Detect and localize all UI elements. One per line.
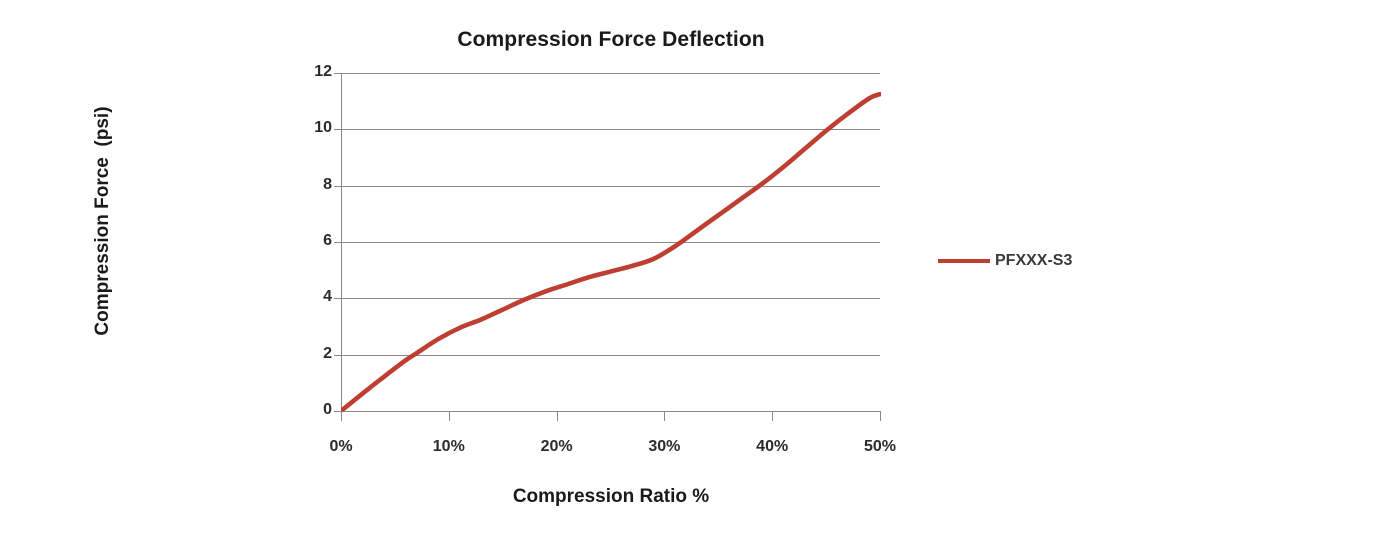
y-axis-title: Compression Force (psi) — [92, 106, 113, 336]
y-tick-mark-0 — [334, 411, 341, 412]
y-tick-mark-10 — [334, 129, 341, 131]
y-tick-label-8: 8 — [323, 175, 332, 193]
y-tick-mark-2 — [334, 354, 341, 356]
x-tick-mark-10% — [448, 411, 450, 421]
y-axis-line — [341, 73, 342, 412]
x-tick-mark-30% — [664, 411, 666, 421]
y-axis-tick-labels: 0 2 4 6 8 10 12 — [292, 63, 332, 418]
gridline-y-6 — [341, 242, 880, 243]
gridline-y-10 — [341, 129, 880, 131]
x-axis-tick-labels: 0% 10% 20% 30% 40% 50% — [329, 438, 896, 462]
x-tick-label-50%: 50% — [863, 438, 897, 455]
x-tick-label-10%: 10% — [432, 438, 465, 455]
x-tick-mark-20% — [556, 411, 558, 421]
chart-legend: PFXXX-S3 — [938, 252, 1072, 270]
y-tick-label-0: 0 — [323, 401, 332, 418]
legend-swatch-pfxxx-s3 — [938, 259, 990, 263]
gridline-y-4 — [341, 298, 880, 300]
y-tick-mark-4 — [334, 298, 341, 300]
x-tick-label-20%: 20% — [540, 438, 573, 455]
gridline-y-2 — [341, 354, 880, 356]
y-tick-label-10: 10 — [314, 119, 332, 137]
x-tick-label-40%: 40% — [756, 438, 789, 455]
x-tick-mark-40% — [772, 411, 774, 421]
x-tick-mark-50% — [880, 411, 881, 421]
gridline-y-12 — [341, 73, 880, 74]
y-tick-mark-12 — [334, 73, 341, 74]
series-path-PFXXX-S3 — [341, 91, 881, 412]
x-axis-line — [341, 411, 881, 412]
x-tick-label-0%: 0% — [329, 438, 353, 455]
x-tick-mark-0% — [341, 411, 342, 421]
legend-label-pfxxx-s3: PFXXX-S3 — [995, 252, 1073, 269]
chart-title: Compression Force Deflection — [457, 28, 765, 51]
y-tick-mark-8 — [334, 185, 341, 187]
x-axis-title: Compression Ratio % — [512, 486, 710, 507]
series-line-pfxxx-s3 — [341, 91, 881, 412]
y-tick-label-12: 12 — [314, 63, 332, 80]
x-tick-label-30%: 30% — [648, 438, 681, 455]
y-tick-label-4: 4 — [323, 288, 332, 306]
y-tick-mark-6 — [334, 242, 341, 243]
y-tick-label-6: 6 — [323, 232, 332, 249]
gridline-y-8 — [341, 185, 880, 187]
y-tick-label-2: 2 — [323, 344, 332, 362]
